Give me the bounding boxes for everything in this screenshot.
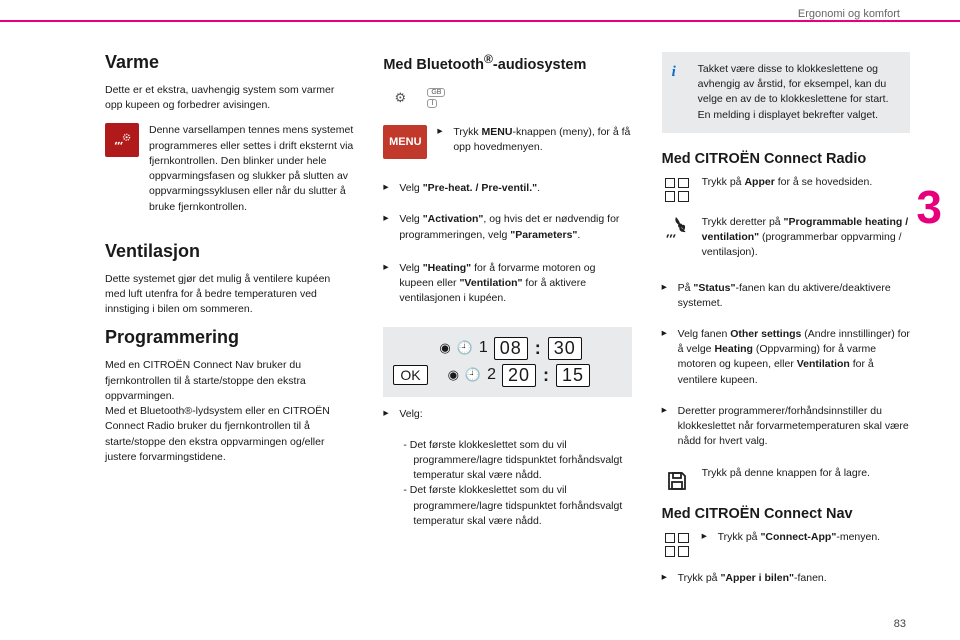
colon: : xyxy=(534,338,542,359)
save-text: Trykk på denne knappen for å lagre. xyxy=(702,466,910,481)
heading-ventilasjon: Ventilasjon xyxy=(105,241,353,262)
content-columns: Varme Dette er et ekstra, uavhengig syst… xyxy=(105,52,910,602)
step-velg: ▸ Velg: xyxy=(383,407,631,432)
info-icon: i xyxy=(672,62,688,78)
apps-grid-icon xyxy=(662,530,692,560)
nav-step-apper: ▸ Trykk på "Apper i bilen"-fanen. xyxy=(662,571,910,596)
heading-bluetooth-post: -audiosystem xyxy=(493,57,586,73)
heading-programmering: Programmering xyxy=(105,327,353,348)
lang-pills: GB I xyxy=(427,81,461,115)
heading-connect-nav: Med CITROËN Connect Nav xyxy=(662,506,910,522)
nav-instruction: ▸ Trykk på "Connect-App"-menyen. xyxy=(702,530,910,555)
step-activation: ▸ Velg "Activation", og hvis det er nødv… xyxy=(383,212,631,252)
text-ventilasjon: Dette systemet gjør det mulig å ventiler… xyxy=(105,272,353,318)
menu-instruction: ▸ Trykk MENU-knappen (meny), for å få op… xyxy=(437,125,631,165)
radio-dot-icon: ◉ xyxy=(448,367,459,383)
min-1: 30 xyxy=(548,337,582,360)
save-row: Trykk på denne knappen for å lagre. xyxy=(662,466,910,496)
clock-icon: 🕘 xyxy=(465,367,481,383)
warning-lamp-icon xyxy=(105,123,139,157)
radio-dot-icon: ◉ xyxy=(439,340,450,356)
text-varme-intro: Dette er et ekstra, uavhengig system som… xyxy=(105,83,353,113)
radio-step-other: ▸ Velg fanen Other settings (Andre innst… xyxy=(662,327,910,398)
nav-apps-row: ▸ Trykk på "Connect-App"-menyen. xyxy=(662,530,910,561)
controls-row: ⚙ GB I xyxy=(383,81,631,115)
page-number: 83 xyxy=(894,618,906,630)
info-text: Takket være disse to klokkeslettene og a… xyxy=(698,63,889,121)
bullet-mark: ▸ xyxy=(383,181,393,206)
text-programmering: Med en CITROËN Connect Nav bruker du fje… xyxy=(105,358,353,465)
radio-step-status: ▸ På "Status"-fanen kan du aktivere/deak… xyxy=(662,281,910,321)
menu-text: Trykk MENU-knappen (meny), for å få opp … xyxy=(453,125,631,155)
hour-1: 08 xyxy=(494,337,528,360)
column-3: i Takket være disse to klokkeslettene og… xyxy=(662,52,910,602)
bullet-mark: ▸ xyxy=(437,125,447,165)
breadcrumb: Ergonomi og komfort xyxy=(798,8,900,20)
bullet-mark: ▸ xyxy=(662,404,672,460)
menu-row: MENU ▸ Trykk MENU-knappen (meny), for å … xyxy=(383,125,631,171)
bullet-mark: ▸ xyxy=(383,261,393,317)
time-row-2: OK ◉ 🕘 2 20 : 15 xyxy=(393,362,621,389)
clock-icon: 🕘 xyxy=(457,340,473,356)
preset-num-2: 2 xyxy=(487,366,496,384)
preset-num-1: 1 xyxy=(479,339,488,357)
save-icon xyxy=(662,466,692,496)
column-2: Med Bluetooth®-audiosystem ⚙ GB I MENU ▸… xyxy=(383,52,631,602)
min-2: 15 xyxy=(556,364,590,387)
hour-2: 20 xyxy=(502,364,536,387)
column-1: Varme Dette er et ekstra, uavhengig syst… xyxy=(105,52,353,602)
info-callout: i Takket være disse to klokkeslettene og… xyxy=(662,52,910,133)
chapter-number: 3 xyxy=(916,180,942,234)
pill-gb: GB xyxy=(427,88,445,97)
bullet-mark: ▸ xyxy=(662,571,672,596)
step-preheat: ▸ Velg "Pre-heat. / Pre-ventil.". xyxy=(383,181,631,206)
radio-step-program: ▸ Deretter programmerer/forhåndsinnstill… xyxy=(662,404,910,460)
warning-text: Denne varsellampen tennes mens systemet … xyxy=(149,123,353,214)
bullet-mark: ▸ xyxy=(662,281,672,321)
warning-block: Denne varsellampen tennes mens systemet … xyxy=(105,123,353,224)
apps-row: Trykk på Apper for å se hovedsiden. xyxy=(662,175,910,205)
heading-bluetooth: Med Bluetooth®-audiosystem xyxy=(383,52,631,73)
heading-connect-radio: Med CITROËN Connect Radio xyxy=(662,151,910,167)
bullet-mark: ▸ xyxy=(702,530,712,555)
time-row-1: ◉ 🕘 1 08 : 30 xyxy=(439,335,621,362)
menu-button-icon: MENU xyxy=(383,125,427,159)
list-item: Det første klokkeslettet som du vil prog… xyxy=(413,438,631,484)
pill-i: I xyxy=(427,99,437,108)
bullet-mark: ▸ xyxy=(383,212,393,252)
sliders-icon: ⚙ xyxy=(383,81,417,115)
bullet-mark: ▸ xyxy=(383,407,393,432)
fan-row: Trykk deretter på "Programmable heating … xyxy=(662,215,910,271)
ok-indicator: OK xyxy=(393,365,427,385)
time-panel: ◉ 🕘 1 08 : 30 OK ◉ 🕘 2 20 : 15 xyxy=(383,327,631,397)
heading-bluetooth-pre: Med Bluetooth xyxy=(383,57,484,73)
bullet-mark: ▸ xyxy=(662,327,672,398)
reg-mark: ® xyxy=(484,52,493,66)
heading-varme: Varme xyxy=(105,52,353,73)
colon: : xyxy=(542,365,550,386)
top-accent-bar xyxy=(0,20,960,22)
list-item: Det første klokkeslettet som du vil prog… xyxy=(413,483,631,529)
velg-list: Det første klokkeslettet som du vil prog… xyxy=(399,438,631,529)
apps-grid-icon xyxy=(662,175,692,205)
step-heating: ▸ Velg "Heating" for å forvarme motoren … xyxy=(383,261,631,317)
manual-page: Ergonomi og komfort 3 Varme Dette er et … xyxy=(0,0,960,640)
fan-heating-icon xyxy=(662,215,692,245)
